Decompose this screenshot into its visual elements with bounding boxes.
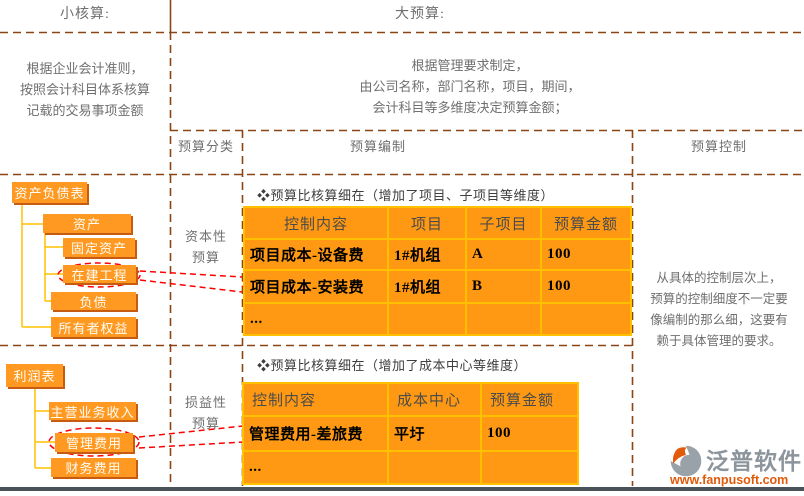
table-row: ... — [242, 450, 579, 485]
desc-line: 记载的交易事项金额 — [26, 103, 144, 118]
frame-divider-lines — [0, 0, 804, 486]
logo-text: 泛普软件 — [706, 448, 802, 474]
cell: 平圩 — [387, 415, 482, 452]
fanpu-logo: 泛普软件 www.fanpusoft.com — [668, 442, 802, 488]
bottom-bar — [0, 487, 804, 491]
desc-line: 由公司名称，部门名称，项目，期间， — [359, 79, 581, 94]
desc-line: 根据管理要求制定， — [411, 58, 529, 73]
desc-line: 会计科目等多维度决定预算金额； — [372, 100, 568, 115]
category-label-capital-budget: 资本性 预算 — [172, 226, 240, 268]
control-explanation: 从具体的控制层次上， 预算的控制细度不一定要 像编制的那么细，这要有 赖于具体管… — [636, 268, 802, 352]
col-header: 预算金额 — [480, 382, 579, 417]
fanpu-logo-icon — [670, 445, 702, 477]
big-budget-title: 大预算: — [395, 7, 445, 22]
cell: 100 — [540, 238, 632, 271]
cell — [465, 302, 542, 336]
table-row: ... — [243, 302, 632, 336]
column-header-budget-control: 预算控制 — [690, 139, 747, 154]
control-line: 预算的控制细度不一定要 — [650, 292, 788, 306]
connector-line — [138, 425, 244, 438]
category-line: 预算 — [191, 250, 220, 265]
big-budget-description: 根据管理要求制定， 由公司名称，部门名称，项目，期间， 会计科目等多维度决定预算… — [190, 55, 750, 118]
control-line: 从具体的控制层次上， — [656, 271, 782, 285]
tree-box-assets: 资产 — [43, 214, 131, 233]
tree-box-liabilities: 负债 — [51, 292, 136, 310]
desc-line: 根据企业会计准则， — [26, 61, 144, 76]
category-label-expense-budget: 损益性 预算 — [172, 392, 240, 434]
tree-box-admin-expense: 管理费用 — [55, 433, 133, 452]
col-header: 子项目 — [465, 206, 542, 240]
cell: 1#机组 — [387, 238, 467, 271]
capital-budget-table: 控制内容 项目 子项目 预算金额 项目成本-设备费 1#机组 A 100 项目成… — [243, 206, 632, 336]
tree-box-construction-in-progress: 在建工程 — [63, 265, 136, 283]
cell: ... — [242, 450, 389, 485]
table-header-row: 控制内容 成本中心 预算金额 — [242, 382, 579, 417]
connector-line — [138, 441, 244, 449]
cell: 100 — [480, 415, 579, 452]
col-header: 项目 — [387, 206, 467, 240]
tree-box-balance-sheet: 资产负债表 — [12, 182, 87, 203]
cell: 100 — [540, 269, 632, 304]
connector-line — [139, 279, 243, 293]
connector-line — [139, 270, 243, 278]
small-accounting-description: 根据企业会计准则， 按照会计科目体系核算 记载的交易事项金额 — [5, 58, 165, 121]
tree-box-fixed-assets: 固定资产 — [63, 238, 135, 257]
cell — [540, 302, 632, 336]
tree-box-main-revenue: 主营业务收入 — [49, 402, 136, 420]
category-line: 资本性 — [184, 229, 227, 244]
col-header: 预算金额 — [540, 206, 632, 240]
category-line: 预算 — [191, 416, 220, 431]
tree-box-owners-equity: 所有者权益 — [51, 317, 136, 337]
col-header: 成本中心 — [387, 382, 482, 417]
capital-section-note: ❖预算比核算细在（增加了项目、子项目等维度） — [257, 188, 555, 203]
cell: ... — [243, 302, 389, 336]
cell — [387, 302, 467, 336]
col-header: 控制内容 — [243, 206, 389, 240]
logo-url-link[interactable]: www.fanpusoft.com — [670, 473, 789, 487]
cell: 1#机组 — [387, 269, 467, 304]
tree-box-finance-expense: 财务费用 — [51, 458, 136, 477]
category-line: 损益性 — [184, 395, 227, 410]
cell — [480, 450, 579, 485]
cell: B — [465, 269, 542, 304]
cell: A — [465, 238, 542, 271]
table-header-row: 控制内容 项目 子项目 预算金额 — [243, 206, 632, 240]
cell: 项目成本-设备费 — [243, 238, 389, 271]
control-line: 赖于具体管理的要求。 — [656, 334, 782, 348]
tree-box-income-statement: 利润表 — [6, 364, 63, 387]
desc-line: 按照会计科目体系核算 — [19, 82, 150, 97]
cell — [387, 450, 482, 485]
cell: 管理费用-差旅费 — [242, 415, 389, 452]
tree-connector-lines — [21, 203, 63, 469]
expense-section-note: ❖预算比核算细在（增加了成本中心等维度） — [257, 358, 528, 373]
cell: 项目成本-安装费 — [243, 269, 389, 304]
col-header: 控制内容 — [242, 382, 389, 417]
ellipse-admin-expense — [48, 427, 140, 457]
small-accounting-title: 小核算: — [60, 7, 110, 22]
table-row: 项目成本-设备费 1#机组 A 100 — [243, 238, 632, 271]
expense-budget-table: 控制内容 成本中心 预算金额 管理费用-差旅费 平圩 100 ... — [242, 382, 579, 485]
table-row: 项目成本-安装费 1#机组 B 100 — [243, 269, 632, 304]
column-header-budget-compilation: 预算编制 — [349, 139, 406, 154]
ellipse-construction — [57, 262, 141, 288]
table-row: 管理费用-差旅费 平圩 100 — [242, 415, 579, 452]
column-header-budget-category: 预算分类 — [177, 139, 234, 154]
control-line: 像编制的那么细，这要有 — [650, 313, 788, 327]
